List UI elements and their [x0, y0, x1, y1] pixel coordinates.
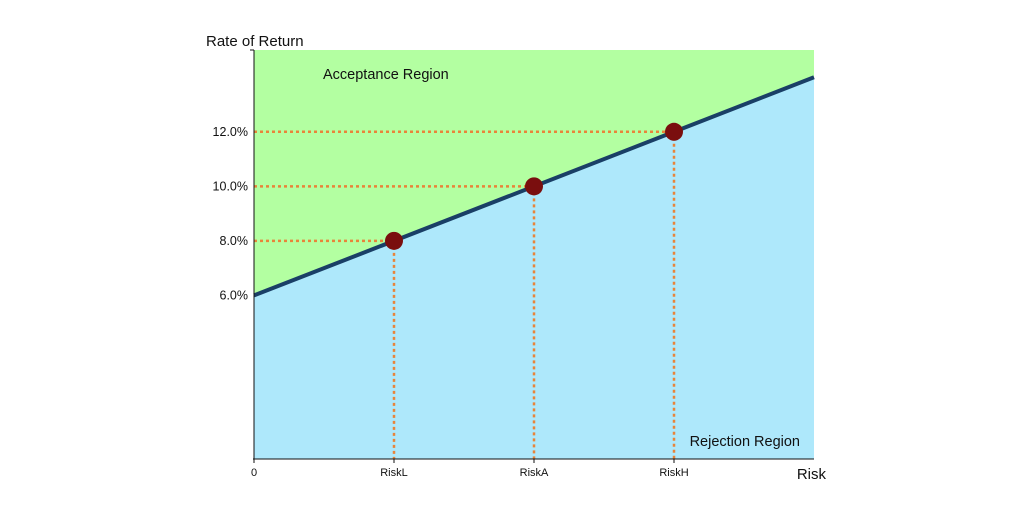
x-tick-label: RiskH: [659, 467, 688, 479]
acceptance-region-label: Acceptance Region: [323, 67, 449, 83]
y-tick-label: 12.0%: [213, 125, 248, 139]
x-axis-title: Risk: [797, 466, 827, 483]
y-axis-title: Rate of Return: [206, 33, 304, 50]
data-point-marker: [385, 231, 403, 250]
x-tick-label: RiskA: [520, 467, 549, 479]
data-point-marker: [665, 122, 683, 141]
y-tick-label: 10.0%: [213, 179, 248, 193]
y-tick-label: 8.0%: [220, 234, 249, 248]
y-tick-label: 6.0%: [220, 288, 249, 302]
x-tick-label: RiskL: [380, 467, 408, 479]
x-tick-label: 0: [251, 467, 257, 479]
data-point-marker: [525, 177, 543, 196]
guides-layer: [254, 130, 676, 459]
axes-layer: [250, 49, 814, 463]
labels-layer: 6.0% 8.0% 10.0% 12.0% 0 RiskL RiskA RiskH Rate o…: [206, 33, 826, 483]
rejection-region-label: Rejection Region: [690, 434, 800, 450]
points-layer: [385, 122, 683, 250]
